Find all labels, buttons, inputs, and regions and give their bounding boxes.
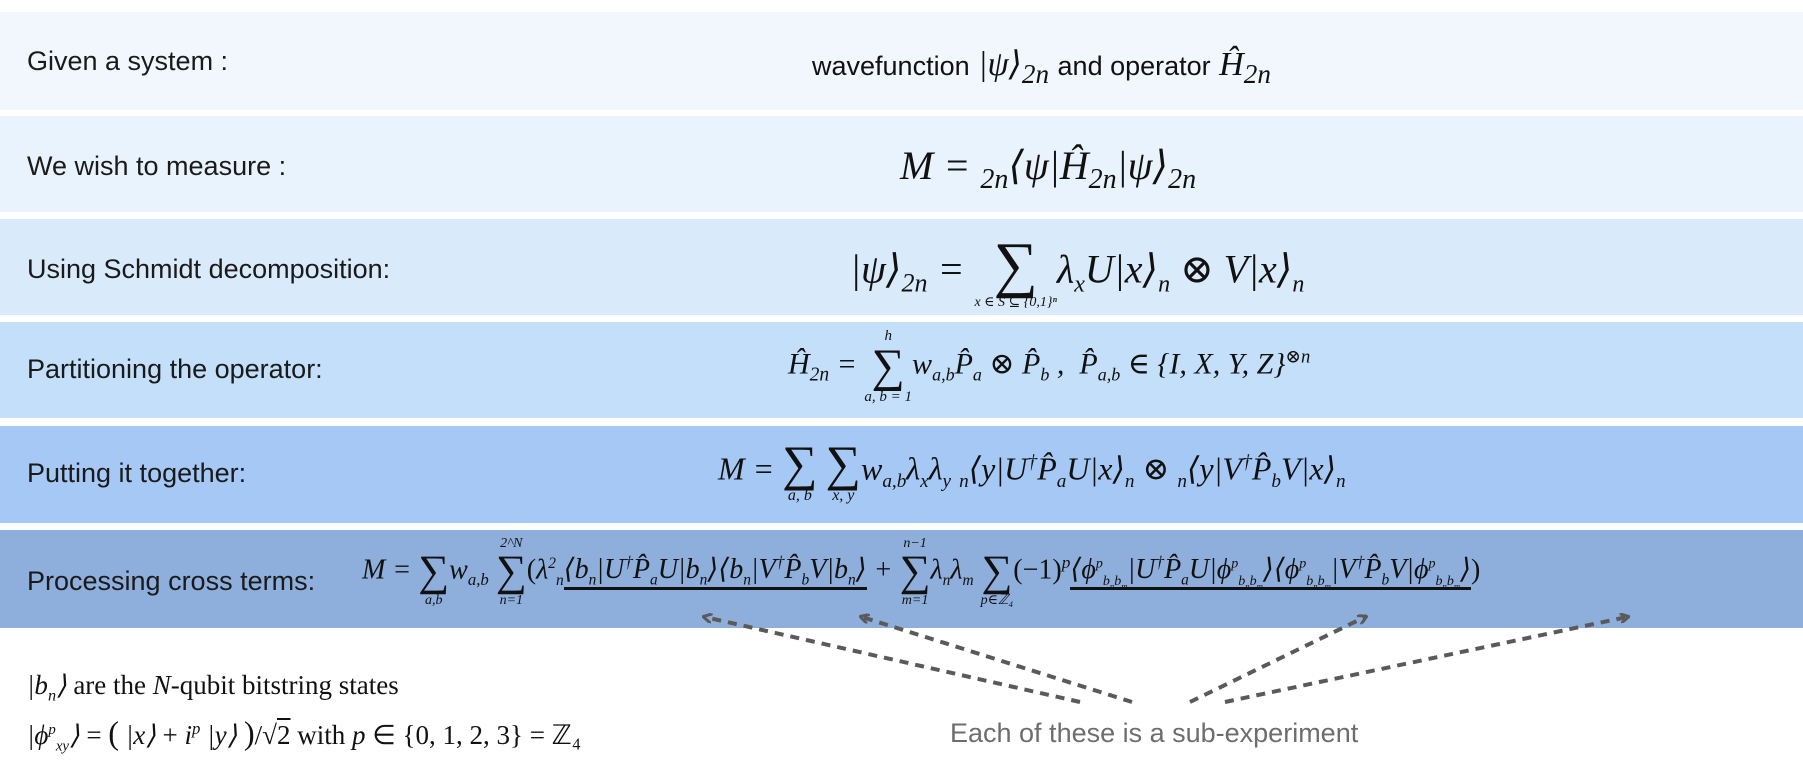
equation-system: wavefunction |ψ⟩2n and operator Ĥ2n: [812, 46, 1271, 89]
band-partition: [0, 322, 1803, 418]
arrow-to-term-1: [705, 617, 1081, 704]
arrow-to-term-3: [1189, 617, 1365, 704]
arrow-to-term-2: [862, 617, 1133, 704]
equation-schmidt: |ψ⟩2n = ∑ x ∈ S ⊆ {0,1}ⁿ λxU|x⟩n ⊗ V|x⟩n: [850, 231, 1305, 310]
sum-symbol: h ∑ a, b = 1: [864, 328, 913, 405]
sum-symbol: ∑ x, y: [825, 436, 861, 505]
row-label-schmidt: Using Schmidt decomposition:: [27, 254, 391, 284]
sub-experiment-term-4: ⟨ϕpbnbm|V†P̂bV|ϕpbnbm⟩: [1273, 553, 1472, 591]
sum-symbol: n−1 ∑ m=1: [899, 536, 931, 608]
note-bitstring-states: |bn⟩ are the N-qubit bitstring states: [27, 670, 399, 705]
band-measure: [0, 116, 1803, 212]
arrow-to-term-4: [1224, 617, 1627, 704]
band-together: [0, 426, 1803, 523]
text-and-operator: and operator: [1057, 51, 1211, 81]
row-label-partition: Partitioning the operator:: [27, 354, 323, 384]
row-label-cross-terms: Processing cross terms:: [27, 566, 316, 596]
equation-measure: M = 2n⟨ψ|Ĥ2n|ψ⟩2n: [900, 143, 1197, 195]
row-label-measure: We wish to measure :: [27, 151, 287, 181]
sum-symbol: ∑ p∈ℤ₄: [980, 547, 1014, 608]
band-given-system: [0, 12, 1803, 110]
sub-experiment-term-3: ⟨ϕpbnbm|U†P̂aU|ϕpbnbm⟩: [1070, 553, 1274, 591]
equation-together: M = ∑ a, b ∑ x, y wa,bλxλy n⟨y|U†P̂aU|x⟩n ⊗…: [718, 436, 1346, 505]
row-label-given-system: Given a system :: [27, 46, 229, 76]
band-schmidt: [0, 219, 1803, 315]
sub-experiment-annotation: Each of these is a sub-experiment: [950, 718, 1359, 748]
sum-symbol: ∑ a, b: [782, 436, 818, 505]
sum-symbol: 2^N ∑ n=1: [495, 536, 527, 608]
text-wavefunction: wavefunction: [812, 51, 970, 81]
sub-experiment-term-2: ⟨bn|V†P̂bV|bn⟩: [718, 553, 867, 591]
equation-partition: Ĥ2n = h ∑ a, b = 1 wa,bP̂a ⊗ P̂b , P̂a,b ∈ …: [788, 328, 1311, 405]
note-phi-definition: |ϕpxy⟩ = ( |x⟩ + ip |y⟩ )/√2 with p ∈ {0…: [27, 716, 582, 755]
row-label-together: Putting it together:: [27, 458, 247, 488]
sum-symbol: ∑ x ∈ S ⊆ {0,1}ⁿ: [974, 231, 1057, 310]
equation-cross-terms: M = ∑ a,b wa,b 2^N ∑ n=1 (λ2n⟨bn|U†P̂aU|bn⟩⟨b…: [362, 536, 1481, 608]
sum-symbol: ∑ a,b: [418, 547, 450, 608]
band-cross-terms: [0, 530, 1803, 628]
sub-experiment-term-1: ⟨bn|U†P̂aU|bn⟩: [563, 553, 719, 591]
